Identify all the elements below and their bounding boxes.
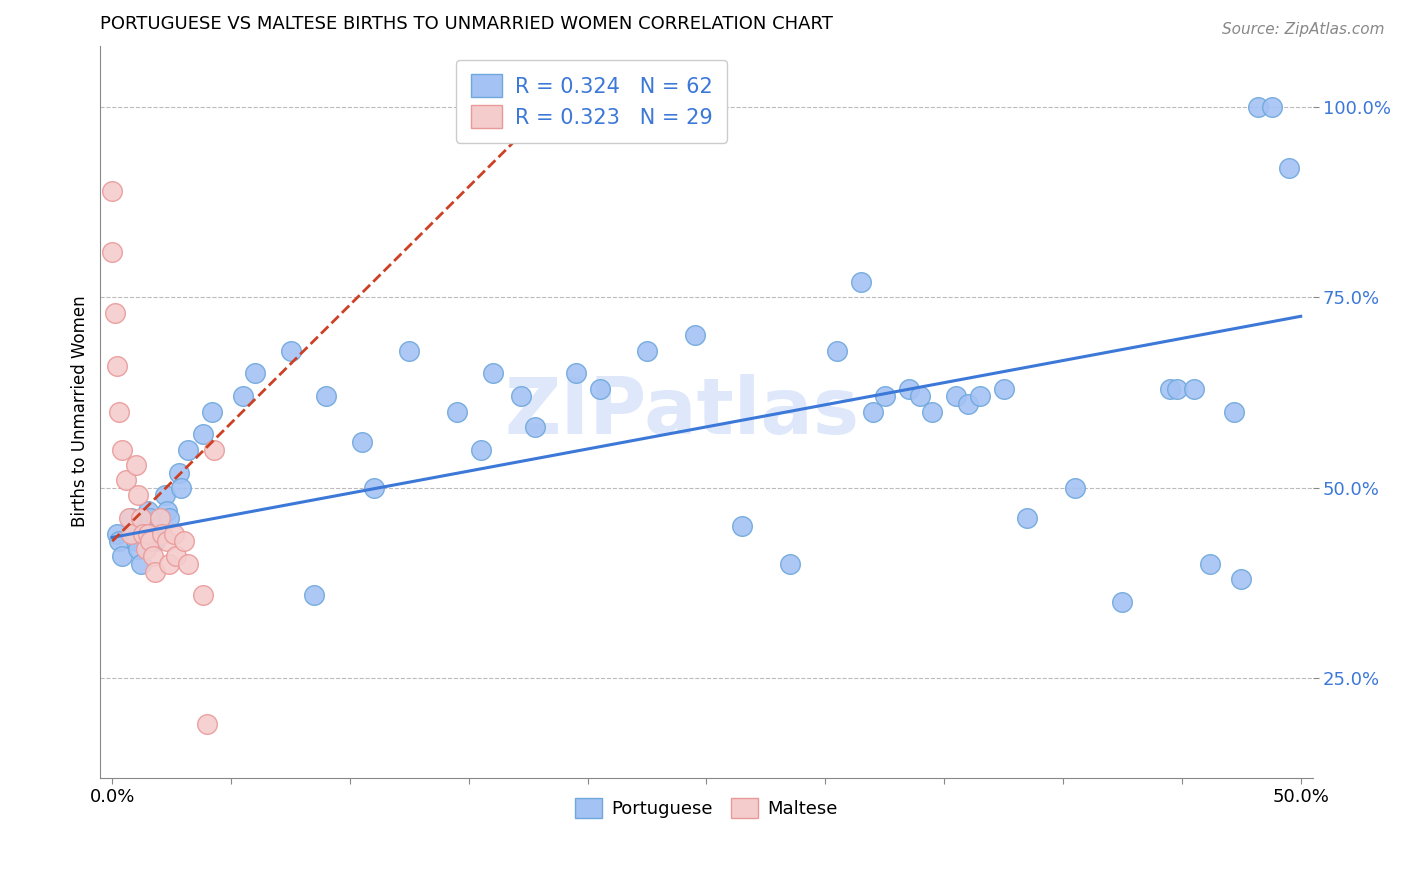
Point [945,389,967,403]
Point [104,305,127,319]
Point [142,549,165,564]
Point [1017,511,1039,525]
Point [120,511,142,525]
Point [163,526,186,541]
Point [143,534,166,549]
Text: ZIPatlas: ZIPatlas [505,374,859,450]
Legend: Portuguese, Maltese: Portuguese, Maltese [567,789,846,827]
Point [201,404,224,418]
Point [191,588,214,602]
Text: Source: ZipAtlas.com: Source: ZipAtlas.com [1222,22,1385,37]
Point [636,343,658,358]
Point [280,343,302,358]
Point [481,367,503,381]
Point [132,526,155,541]
Point [1199,557,1222,571]
Point [125,458,148,472]
Point [118,511,141,525]
Point [139,534,162,549]
Point [136,504,159,518]
Point [243,367,266,381]
Point [134,541,156,556]
Point [153,488,176,502]
Text: PORTUGUESE VS MALTESE BIRTHS TO UNMARRIED WOMEN CORRELATION CHART: PORTUGUESE VS MALTESE BIRTHS TO UNMARRIE… [100,15,834,33]
Point [136,526,159,541]
Point [993,382,1015,396]
Point [232,389,254,403]
Point [195,717,218,731]
Point [177,442,200,457]
Point [1182,382,1205,396]
Point [149,511,172,525]
Point [683,328,706,343]
Point [910,389,932,403]
Point [111,549,134,564]
Point [127,541,149,556]
Point [862,404,884,418]
Point [315,389,337,403]
Point [108,404,131,418]
Point [150,526,173,541]
Point [897,382,920,396]
Point [101,244,124,259]
Point [849,275,872,289]
Point [191,427,214,442]
Point [142,526,165,541]
Point [170,481,193,495]
Point [101,184,124,198]
Point [363,481,385,495]
Point [156,534,179,549]
Point [350,435,373,450]
Point [1223,404,1246,418]
Point [143,565,166,579]
Point [1111,595,1133,609]
Point [129,557,152,571]
Point [1278,161,1301,175]
Point [446,404,468,418]
Point [165,549,187,564]
Point [510,389,533,403]
Point [731,519,754,533]
Point [120,526,142,541]
Point [157,557,180,571]
Point [873,389,896,403]
Point [1064,481,1087,495]
Point [156,504,179,518]
Point [588,382,610,396]
Point [1261,100,1284,114]
Point [108,534,131,549]
Point [115,473,138,487]
Point [921,404,943,418]
Point [1159,382,1181,396]
Point [204,442,226,457]
Point [564,367,586,381]
Point [127,488,149,502]
Point [524,420,547,434]
Point [105,359,128,373]
Point [177,557,200,571]
Point [779,557,801,571]
Point [1247,100,1270,114]
Point [173,534,195,549]
Point [825,343,848,358]
Y-axis label: Births to Unmarried Women: Births to Unmarried Women [72,296,89,527]
Point [105,526,128,541]
Point [304,588,326,602]
Point [1230,572,1253,586]
Point [398,343,420,358]
Point [956,397,979,411]
Point [969,389,991,403]
Point [470,442,492,457]
Point [139,511,162,525]
Point [125,534,148,549]
Point [129,511,152,525]
Point [157,511,180,525]
Point [167,466,190,480]
Point [1166,382,1188,396]
Point [122,526,145,541]
Point [111,442,134,457]
